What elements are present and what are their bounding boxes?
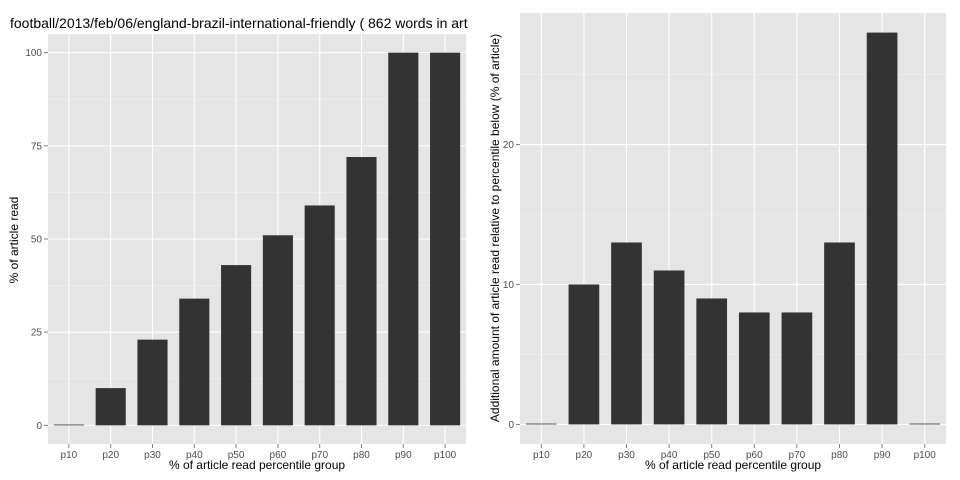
y-axis-title: Additional amount of article read relati… <box>488 34 502 422</box>
bar-p100 <box>909 423 941 425</box>
bar-p80 <box>824 242 855 425</box>
x-tick-label-p20: p20 <box>576 450 593 461</box>
x-tick-label-p90: p90 <box>874 450 891 461</box>
bar-p30 <box>611 242 642 425</box>
y-tick-label: 0 <box>36 421 42 432</box>
x-tick-label-p100: p100 <box>914 450 937 461</box>
x-tick-label-p80: p80 <box>353 450 370 461</box>
x-tick-label-p40: p40 <box>661 450 678 461</box>
bar-p40 <box>179 298 210 426</box>
bar-p80 <box>346 157 377 426</box>
page-title: football/2013/feb/06/england-brazil-inte… <box>10 15 468 31</box>
bar-p60 <box>738 312 770 425</box>
bar-p10 <box>525 423 557 425</box>
x-tick-label-p20: p20 <box>102 450 119 461</box>
x-tick-label-p100: p100 <box>434 450 457 461</box>
x-tick-label-p40: p40 <box>186 450 203 461</box>
bar-p70 <box>781 312 813 425</box>
x-tick-label-p70: p70 <box>789 450 806 461</box>
bar-p50 <box>696 298 728 425</box>
y-tick-label: 50 <box>31 235 43 246</box>
x-tick-label-p10: p10 <box>61 450 78 461</box>
bar-p50 <box>221 265 252 426</box>
y-tick-label: 20 <box>503 140 515 151</box>
bar-p60 <box>262 235 293 426</box>
y-tick-label: 25 <box>31 328 43 339</box>
bar-p100 <box>430 52 461 426</box>
bar-p30 <box>137 339 168 426</box>
bar-p70 <box>304 205 335 426</box>
bar-p40 <box>653 270 685 425</box>
y-axis-title: % of article read <box>7 197 21 284</box>
x-tick-label-p90: p90 <box>395 450 412 461</box>
x-tick-label-p70: p70 <box>311 450 328 461</box>
x-tick-label-p30: p30 <box>144 450 161 461</box>
y-tick-label: 0 <box>508 420 514 431</box>
bar-p90 <box>388 52 419 426</box>
x-tick-label-p50: p50 <box>703 450 720 461</box>
y-tick-label: 10 <box>503 280 515 291</box>
x-tick-label-p60: p60 <box>746 450 763 461</box>
bar-p90 <box>866 32 898 425</box>
y-tick-label: 100 <box>25 48 42 59</box>
bar-p20 <box>95 388 126 426</box>
bar-p10 <box>53 424 84 426</box>
x-tick-label-p10: p10 <box>533 450 550 461</box>
x-tick-label-p50: p50 <box>228 450 245 461</box>
x-tick-label-p60: p60 <box>270 450 287 461</box>
y-tick-label: 75 <box>31 141 43 152</box>
bar-p20 <box>568 284 600 425</box>
x-axis-title: % of article read percentile group <box>645 458 821 472</box>
x-axis-title: % of article read percentile group <box>169 458 345 472</box>
x-tick-label-p80: p80 <box>831 450 848 461</box>
x-tick-label-p30: p30 <box>618 450 635 461</box>
